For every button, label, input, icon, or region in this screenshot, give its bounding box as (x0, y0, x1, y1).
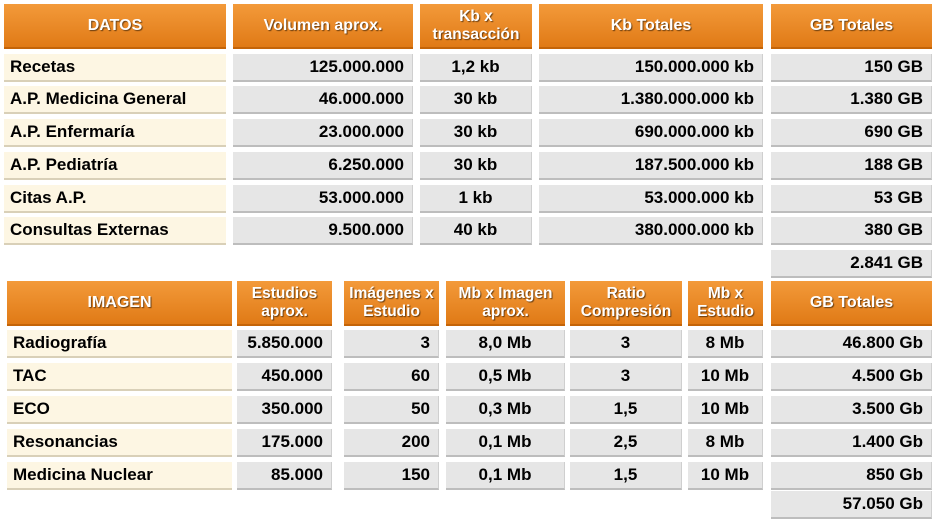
datos-row-label: Recetas (4, 54, 226, 82)
imagen-cell-ratio: 1,5 (570, 462, 682, 490)
imagen-cell-mb_estudio: 8 Mb (688, 429, 763, 457)
datos-cell-volumen: 53.000.000 (233, 185, 413, 213)
imagen-header-6: GB Totales (771, 281, 932, 326)
datos-cell-kb_trans: 30 kb (420, 119, 532, 147)
datos-header-3: Kb Totales (539, 4, 763, 49)
datos-total: 2.841 GB (771, 250, 932, 278)
datos-row-label: A.P. Medicina General (4, 86, 226, 114)
datos-cell-kb_trans: 30 kb (420, 86, 532, 114)
imagen-cell-mb_imagen: 0,5 Mb (446, 363, 565, 391)
datos-cell-kb_totales: 150.000.000 kb (539, 54, 763, 82)
datos-header-0: DATOS (4, 4, 226, 49)
imagen-cell-ratio: 3 (570, 363, 682, 391)
datos-header-2: Kb x transacción (420, 4, 532, 49)
imagen-row-label: TAC (7, 363, 232, 391)
datos-row-label: A.P. Enfermaría (4, 119, 226, 147)
imagen-cell-mb_imagen: 0,1 Mb (446, 462, 565, 490)
imagen-cell-estudios: 350.000 (237, 396, 332, 424)
imagen-cell-imagenes: 3 (344, 330, 439, 358)
imagen-header-1: Estudios aprox. (237, 281, 332, 326)
datos-cell-kb_totales: 380.000.000 kb (539, 217, 763, 245)
imagen-row-label: Medicina Nuclear (7, 462, 232, 490)
datos-cell-kb_totales: 690.000.000 kb (539, 119, 763, 147)
datos-row-label: Consultas Externas (4, 217, 226, 245)
imagen-cell-estudios: 175.000 (237, 429, 332, 457)
imagen-cell-gb_totales: 1.400 Gb (771, 429, 932, 457)
imagen-row-label: Radiografía (7, 330, 232, 358)
imagen-header-0: IMAGEN (7, 281, 232, 326)
imagen-cell-mb_imagen: 0,3 Mb (446, 396, 565, 424)
imagen-cell-estudios: 85.000 (237, 462, 332, 490)
datos-cell-gb_totales: 380 GB (771, 217, 932, 245)
imagen-total: 57.050 Gb (771, 491, 932, 519)
imagen-cell-imagenes: 50 (344, 396, 439, 424)
imagen-cell-mb_imagen: 0,1 Mb (446, 429, 565, 457)
datos-header-4: GB Totales (771, 4, 932, 49)
imagen-cell-mb_estudio: 10 Mb (688, 462, 763, 490)
imagen-cell-imagenes: 150 (344, 462, 439, 490)
imagen-cell-imagenes: 60 (344, 363, 439, 391)
datos-cell-gb_totales: 1.380 GB (771, 86, 932, 114)
imagen-cell-estudios: 5.850.000 (237, 330, 332, 358)
datos-cell-volumen: 23.000.000 (233, 119, 413, 147)
datos-row-label: Citas A.P. (4, 185, 226, 213)
imagen-cell-gb_totales: 3.500 Gb (771, 396, 932, 424)
datos-cell-kb_trans: 30 kb (420, 152, 532, 180)
imagen-cell-gb_totales: 850 Gb (771, 462, 932, 490)
datos-row-label: A.P. Pediatría (4, 152, 226, 180)
datos-cell-volumen: 6.250.000 (233, 152, 413, 180)
imagen-header-4: Ratio Compresión (570, 281, 682, 326)
datos-cell-gb_totales: 188 GB (771, 152, 932, 180)
imagen-cell-ratio: 1,5 (570, 396, 682, 424)
imagen-cell-mb_imagen: 8,0 Mb (446, 330, 565, 358)
imagen-cell-ratio: 3 (570, 330, 682, 358)
datos-cell-volumen: 9.500.000 (233, 217, 413, 245)
datos-cell-kb_totales: 53.000.000 kb (539, 185, 763, 213)
imagen-row-label: Resonancias (7, 429, 232, 457)
datos-cell-volumen: 125.000.000 (233, 54, 413, 82)
imagen-cell-gb_totales: 4.500 Gb (771, 363, 932, 391)
imagen-cell-estudios: 450.000 (237, 363, 332, 391)
imagen-row-label: ECO (7, 396, 232, 424)
datos-cell-kb_trans: 1,2 kb (420, 54, 532, 82)
imagen-cell-imagenes: 200 (344, 429, 439, 457)
imagen-header-2: Imágenes x Estudio (344, 281, 439, 326)
datos-cell-gb_totales: 150 GB (771, 54, 932, 82)
imagen-header-5: Mb x Estudio (688, 281, 763, 326)
datos-header-1: Volumen aprox. (233, 4, 413, 49)
datos-cell-kb_totales: 1.380.000.000 kb (539, 86, 763, 114)
imagen-cell-mb_estudio: 8 Mb (688, 330, 763, 358)
imagen-cell-mb_estudio: 10 Mb (688, 396, 763, 424)
datos-cell-kb_trans: 1 kb (420, 185, 532, 213)
datos-cell-gb_totales: 53 GB (771, 185, 932, 213)
datos-cell-gb_totales: 690 GB (771, 119, 932, 147)
imagen-cell-gb_totales: 46.800 Gb (771, 330, 932, 358)
imagen-cell-ratio: 2,5 (570, 429, 682, 457)
datos-cell-kb_totales: 187.500.000 kb (539, 152, 763, 180)
datos-cell-kb_trans: 40 kb (420, 217, 532, 245)
datos-cell-volumen: 46.000.000 (233, 86, 413, 114)
imagen-cell-mb_estudio: 10 Mb (688, 363, 763, 391)
imagen-header-3: Mb x Imagen aprox. (446, 281, 565, 326)
